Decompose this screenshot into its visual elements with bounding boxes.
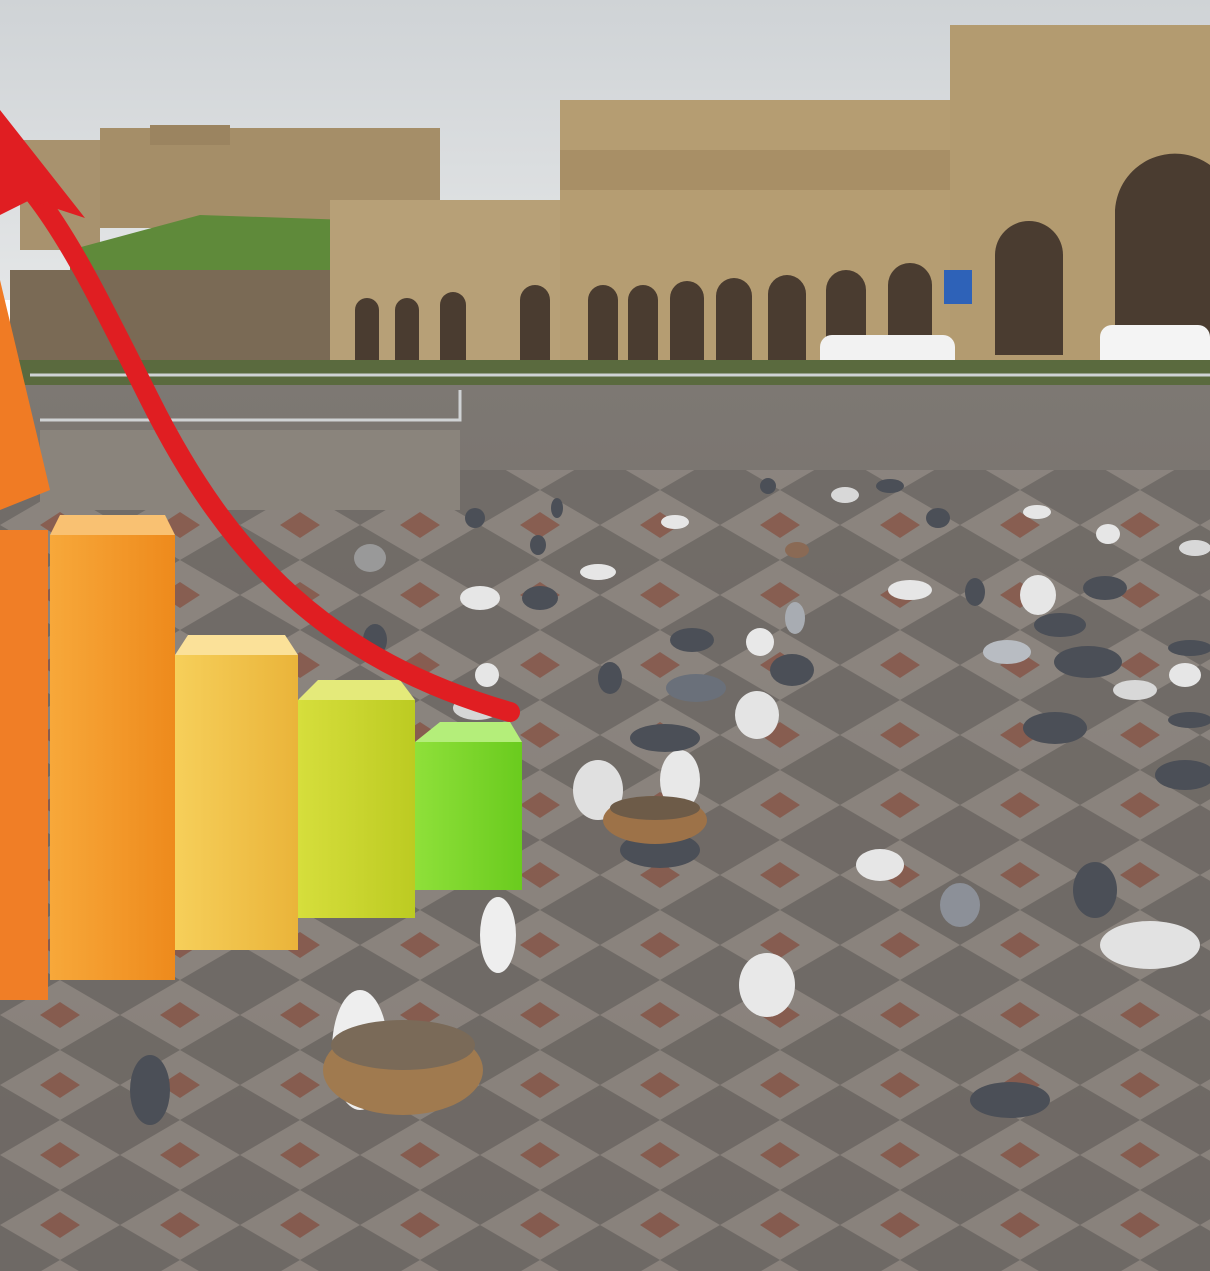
bar-graphic xyxy=(0,280,522,1000)
citadel xyxy=(10,125,440,360)
building xyxy=(330,25,1210,380)
water-bowls xyxy=(323,796,707,1115)
planter xyxy=(40,430,460,510)
pigeons xyxy=(130,478,1210,1125)
trend-arrow xyxy=(0,110,520,722)
